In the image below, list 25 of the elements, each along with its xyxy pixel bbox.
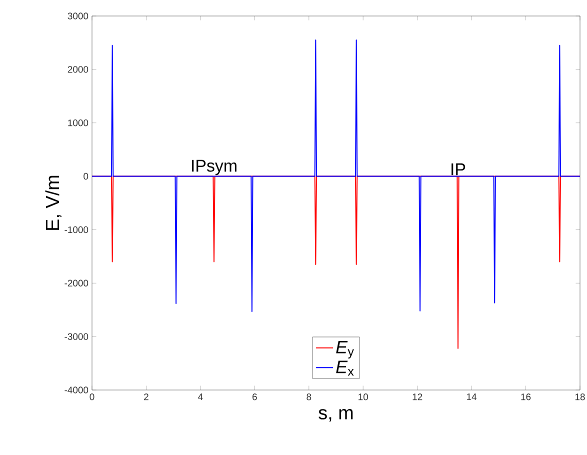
x-tick-label: 2 — [144, 394, 148, 400]
y-tick-label: -1000 — [64, 226, 88, 234]
y-tick-label: 2000 — [68, 66, 88, 73]
y-axis-title: E, V/m — [45, 176, 62, 230]
annotation: IPsym — [192, 160, 236, 176]
y-tick-label: -4000 — [64, 386, 88, 394]
x-tick-label: 4 — [198, 394, 203, 400]
y-tick-label: 3000 — [68, 12, 88, 20]
y-tick-label: -3000 — [64, 333, 88, 340]
y-tick-label: 1000 — [68, 120, 88, 126]
x-tick-label: 8 — [306, 394, 312, 400]
x-tick-label: 6 — [252, 394, 257, 400]
annotation: IP — [452, 163, 466, 176]
line-series — [92, 40, 580, 312]
x-tick-label: 18 — [575, 394, 585, 400]
x-tick-label: 0 — [90, 394, 94, 400]
x-tick-label: 16 — [521, 394, 531, 400]
x-axis-title: s, m — [318, 409, 353, 422]
y-tick-label: -2000 — [64, 280, 88, 286]
x-tick-label: 14 — [467, 394, 477, 400]
legend-label: E$_{x}$ — [336, 360, 354, 376]
x-tick-label: 10 — [358, 394, 368, 400]
x-tick-label: 12 — [412, 394, 422, 400]
y-tick-label: 0 — [84, 172, 88, 180]
legend-label: E$_{y}$ — [336, 340, 354, 358]
